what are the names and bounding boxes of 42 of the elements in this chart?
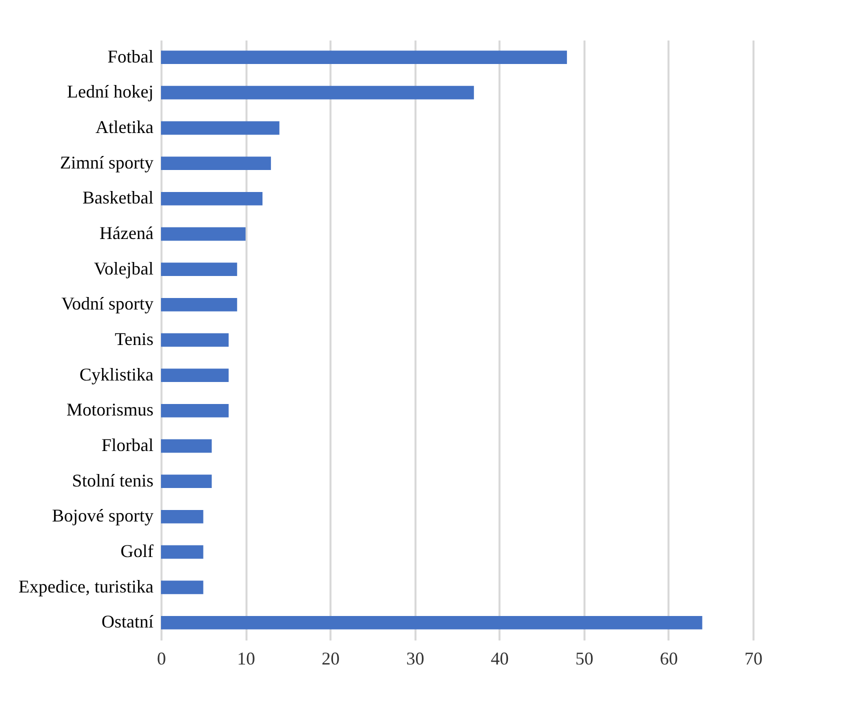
bar [161,368,229,382]
y-tick-label: Atletika [96,116,154,137]
y-tick-label: Golf [120,541,154,562]
y-tick-label: Expedice, turistika [18,576,154,596]
bar [161,262,238,276]
bar [161,227,246,241]
bar [161,404,229,418]
y-tick-label: Vodní sporty [61,294,154,314]
y-tick-label: Motorismus [66,400,154,420]
bar [161,439,212,453]
bar [161,580,204,594]
bar [161,545,204,559]
y-tick-label: Florbal [102,435,154,456]
x-tick-label: 10 [237,648,256,668]
y-tick-label: Cyklistika [79,364,154,384]
y-tick-label: Basketbal [82,188,154,208]
y-tick-label: Tenis [114,329,154,349]
y-tick-label: Stolní tenis [72,470,154,490]
bar [161,86,474,100]
x-tick-label: 20 [322,648,340,668]
bar [161,50,567,64]
bar [161,298,238,312]
bar [161,474,212,488]
y-tick-label: Volejbal [94,258,154,278]
x-tick-label: 60 [660,648,678,668]
y-tick-label: Bojové sporty [52,506,154,526]
y-tick-label: Zimní sporty [60,152,154,172]
y-tick-label: Ostatní [102,612,154,632]
bar [161,333,229,347]
y-tick-label: Házená [100,222,154,243]
bar [161,510,204,524]
bar [161,156,271,170]
x-tick-label: 30 [406,648,424,668]
x-tick-label: 50 [575,648,594,668]
bar [161,192,262,206]
y-tick-label: Lední hokej [67,82,154,102]
bar [161,616,702,630]
x-tick-label: 40 [490,648,509,668]
x-tick-label: 0 [157,648,166,668]
bar [161,121,280,135]
x-tick-label: 70 [744,648,762,668]
y-tick-label: Fotbal [107,46,154,66]
